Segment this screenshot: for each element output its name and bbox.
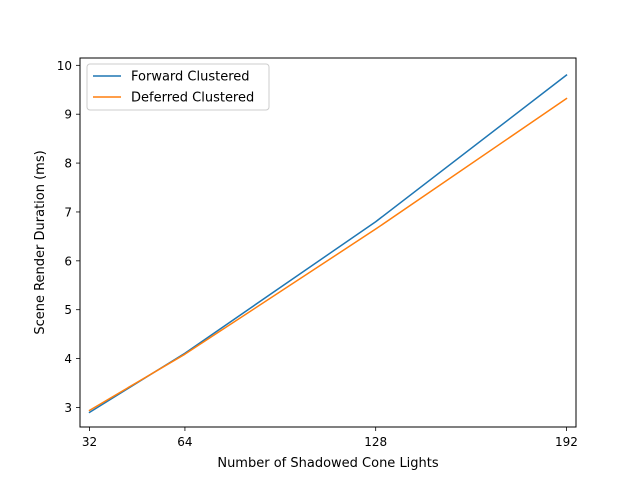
y-tick-label: 8 xyxy=(64,157,72,171)
legend-box xyxy=(86,63,270,111)
y-tick-label: 5 xyxy=(64,303,72,317)
y-axis-label: Scene Render Duration (ms) xyxy=(33,150,48,334)
y-tick-label: 7 xyxy=(64,205,72,219)
legend-label-deferred-clustered: Deferred Clustered xyxy=(131,91,254,106)
y-tick-label: 4 xyxy=(64,352,72,366)
y-axis: 3 4 5 6 7 8 9 10 xyxy=(57,59,80,415)
x-tick-label: 128 xyxy=(364,435,387,449)
y-tick-label: 3 xyxy=(64,401,72,415)
legend: Forward Clustered Deferred Clustered xyxy=(86,63,270,111)
series-layer xyxy=(88,74,568,414)
x-axis-label: Number of Shadowed Cone Lights xyxy=(217,456,439,471)
y-tick-label: 10 xyxy=(57,59,72,73)
series-line-deferred-clustered xyxy=(88,97,568,412)
y-tick-label: 9 xyxy=(64,108,72,122)
x-tick-label: 32 xyxy=(82,435,97,449)
y-tick-label: 6 xyxy=(64,254,72,268)
x-tick-label: 64 xyxy=(177,435,192,449)
x-tick-label: 192 xyxy=(555,435,578,449)
legend-label-forward-clustered: Forward Clustered xyxy=(131,70,250,85)
plot-frame xyxy=(79,57,577,428)
x-axis: 32 64 128 192 xyxy=(82,427,578,449)
